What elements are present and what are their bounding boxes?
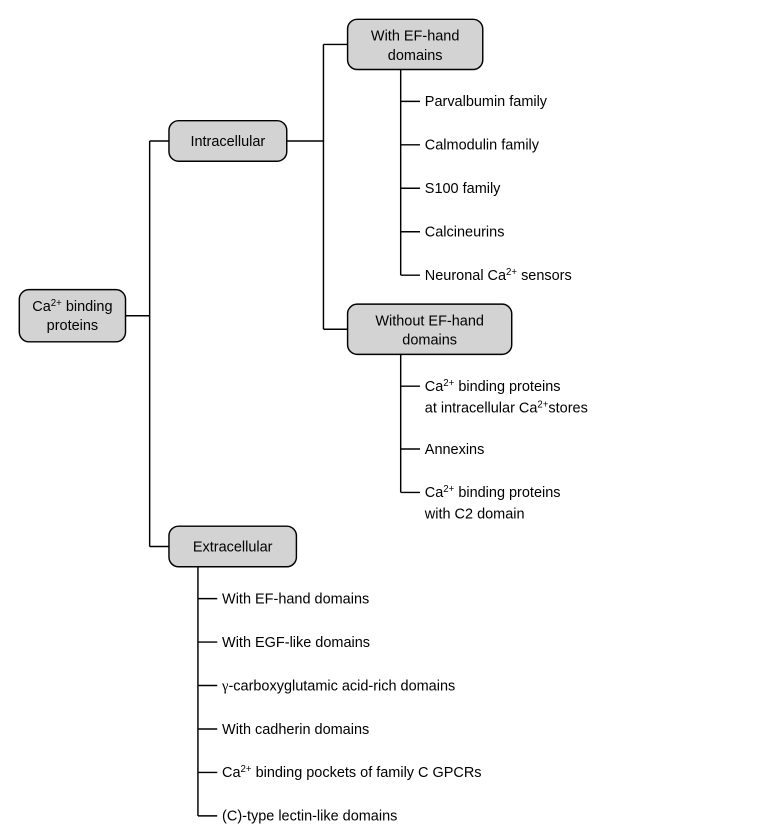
node-label: Without EF-hand <box>375 313 484 329</box>
leaf-label: (C)-type lectin-like domains <box>222 809 397 825</box>
leaf-label: With EGF-like domains <box>222 635 370 651</box>
leaf-label: γ-carboxyglutamic acid-rich domains <box>221 678 455 694</box>
node-label: domains <box>388 48 443 64</box>
leaf-label: Annexins <box>425 442 485 458</box>
leaf-label: With cadherin domains <box>222 722 369 738</box>
leaf-label: S100 family <box>425 181 501 197</box>
leaf-label: Ca2+ binding pockets of family C GPCRs <box>222 764 481 781</box>
node-label: Extracellular <box>193 539 273 555</box>
root-label: Ca2+ binding <box>32 297 112 315</box>
leaf-label: Ca2+ binding proteins <box>425 484 561 502</box>
leaf-label: Calmodulin family <box>425 138 540 154</box>
leaf-label: with C2 domain <box>424 506 525 522</box>
root-label: proteins <box>47 318 98 334</box>
leaf-label: Ca2+ binding proteins <box>425 378 561 396</box>
node-label: Intracellular <box>190 134 265 150</box>
leaf-label: With EF-hand domains <box>222 591 369 607</box>
leaf-label: Parvalbumin family <box>425 94 548 110</box>
tree-diagram: Ca2+ binding proteins Intracellular Extrace… <box>0 0 760 840</box>
leaf-label: at intracellular Ca2+stores <box>425 399 588 417</box>
node-label: domains <box>402 333 457 349</box>
leaf-label: Calcineurins <box>425 225 505 241</box>
node-label: With EF-hand <box>371 29 459 45</box>
leaf-label: Neuronal Ca2+ sensors <box>425 267 572 285</box>
